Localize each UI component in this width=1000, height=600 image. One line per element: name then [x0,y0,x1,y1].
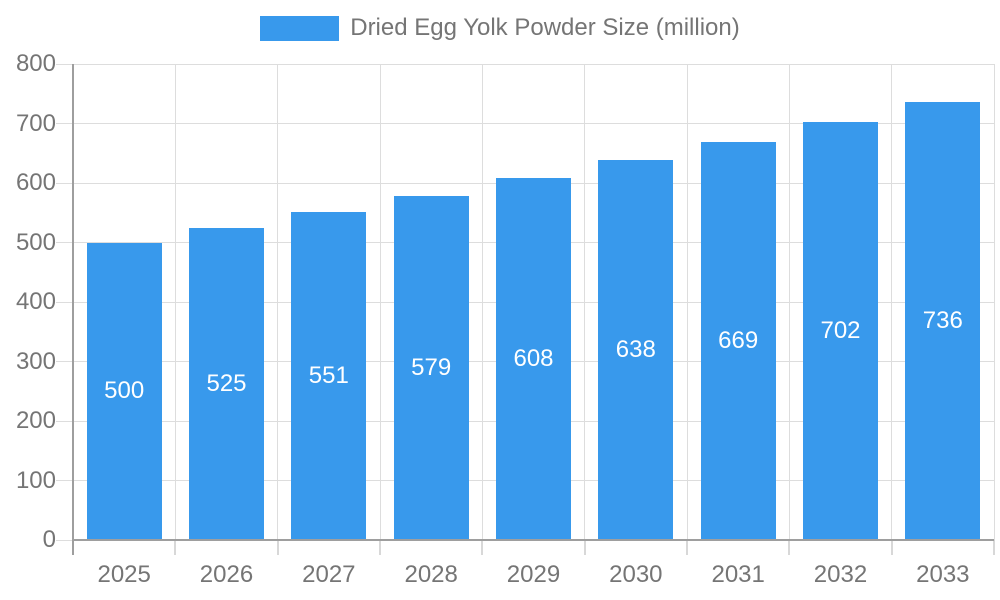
x-axis-tick-label: 2032 [813,561,868,588]
gridline-x-boundary [584,64,586,540]
x-axis-tick-label: 2026 [199,561,254,588]
gridline-x-boundary [993,64,995,540]
y-axis-tick-label: 600 [15,169,56,196]
y-axis-tick-label: 300 [15,347,56,375]
x-axis-tick [583,540,586,555]
gridline-x-boundary [277,64,279,540]
x-axis-tick [993,540,995,555]
y-axis-tick-label: 200 [15,407,56,434]
x-axis-tick [890,540,893,555]
y-axis-tick-label: 700 [15,109,56,137]
bar-2026[interactable] [189,227,264,540]
bar-2032[interactable] [803,122,878,540]
y-axis-tick [56,361,73,362]
y-axis-tick-label: 0 [42,526,56,553]
x-axis-tick [276,540,279,555]
y-axis-tick [56,301,73,303]
y-axis-tick [56,63,73,65]
x-axis-tick-label: 2031 [711,561,765,588]
gridline-x-boundary [481,64,483,540]
bar-2029[interactable] [496,178,571,540]
y-axis-tick [56,480,73,481]
x-axis-tick-label: 2030 [609,561,663,588]
y-axis-tick [56,182,73,184]
y-axis-tick-label: 800 [15,50,56,77]
legend-item[interactable]: Dried Egg Yolk Powder Size (million) [0,14,1000,42]
y-axis-tick [56,420,73,422]
gridline-x-boundary [891,64,893,540]
x-axis-tick [481,540,484,555]
y-axis-tick [56,242,73,243]
x-axis-tick-label: 2029 [506,561,561,588]
plot-area: 500 525 551 579 608 638 669 702 736 [72,63,995,555]
bar-2025[interactable] [86,242,162,540]
legend-label: Dried Egg Yolk Powder Size (million) [350,14,740,41]
y-axis-tick [56,123,73,124]
gridline-x-boundary [379,64,381,540]
x-axis-tick-label: 2025 [97,561,151,588]
x-axis-tick-label: 2033 [916,561,970,588]
x-axis-tick-label: 2027 [302,561,356,588]
bar-2030[interactable] [598,160,674,540]
gridline-x-boundary [174,64,176,540]
bar-2027[interactable] [291,212,367,540]
x-axis-tick [788,540,791,555]
y-axis-tick [56,539,73,541]
gridline-x-boundary [788,64,790,540]
bar-2031[interactable] [700,141,776,540]
x-axis-tick [379,540,381,555]
gridline-x-boundary [686,64,688,540]
bar-2028[interactable] [393,195,469,540]
legend-swatch [260,15,340,41]
bar-2033[interactable] [905,102,981,540]
y-axis-tick-label: 400 [15,288,56,315]
gridline-y-800 [73,63,994,65]
x-axis-tick-label: 2028 [404,561,458,588]
x-axis-line [73,539,994,541]
y-axis-line [72,64,74,555]
y-axis-tick-label: 500 [15,228,56,256]
gridline-y-700 [73,123,994,124]
x-axis-tick [686,540,688,555]
y-axis-tick-label: 100 [15,466,56,494]
x-axis-tick [174,540,177,555]
